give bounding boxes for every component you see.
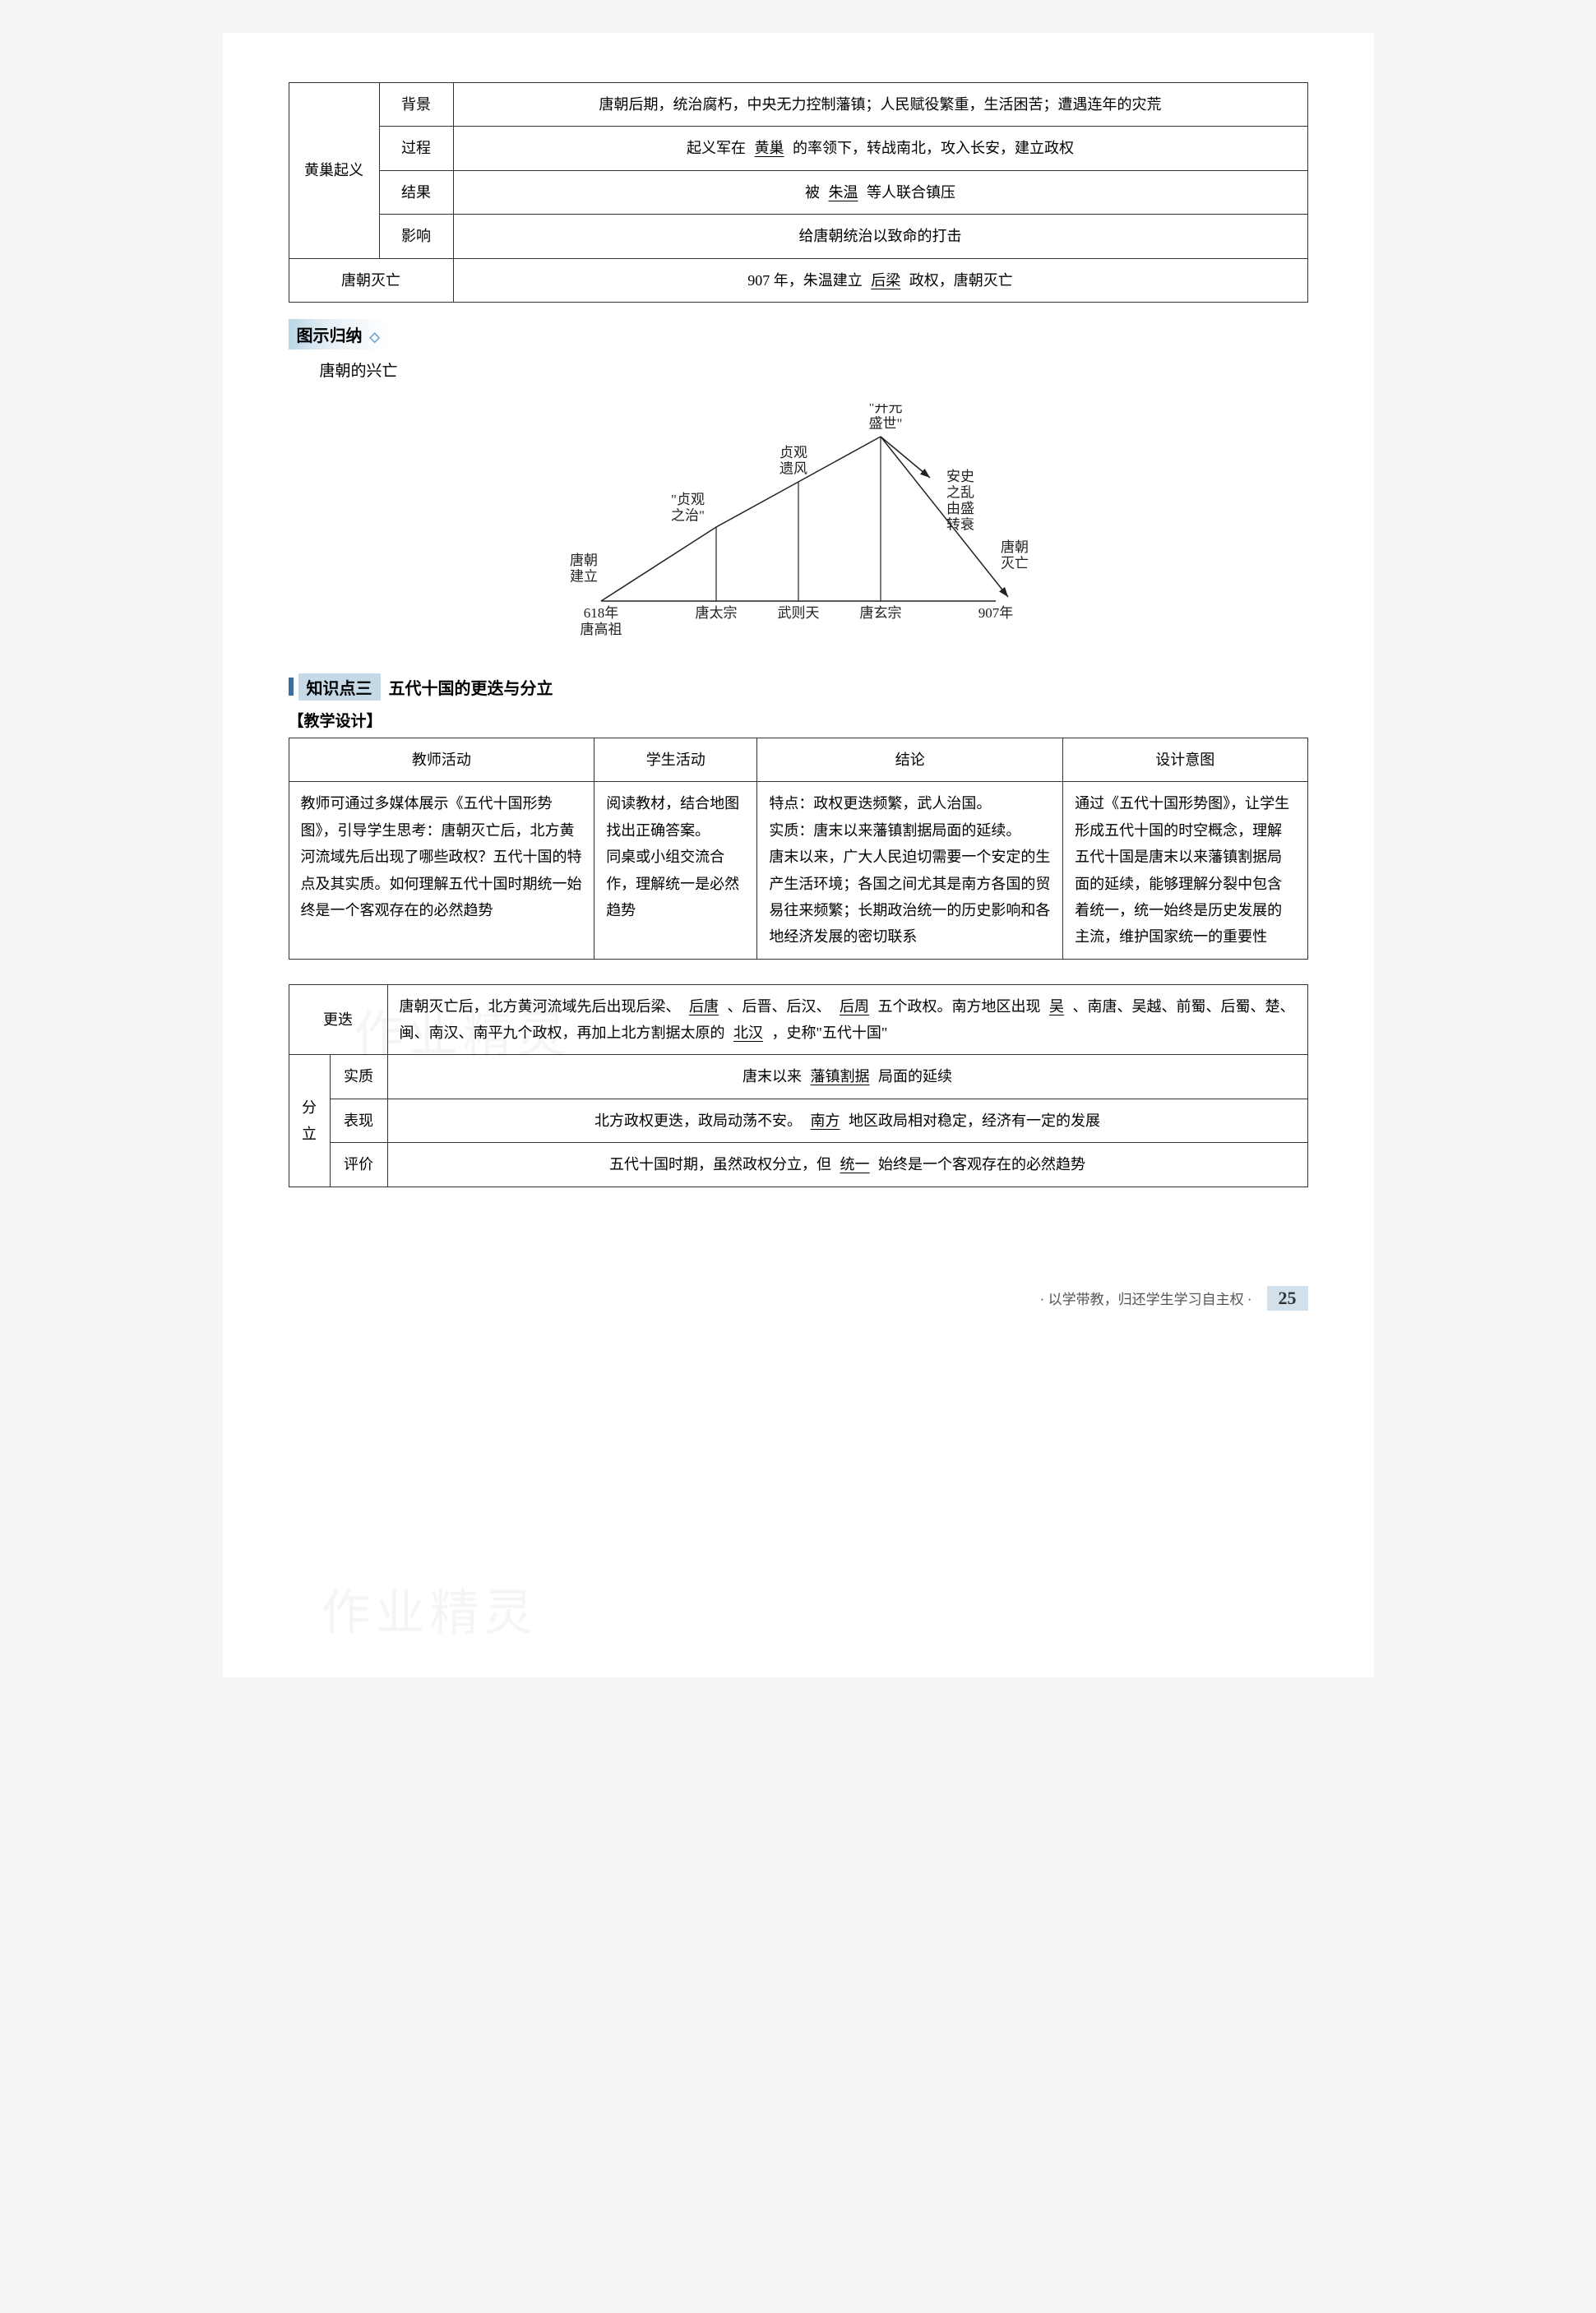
svg-text:907年: 907年 — [978, 605, 1013, 621]
cell-text: 唐末以来 藩镇割据 局面的延续 — [387, 1055, 1307, 1099]
fill-blank: 北汉 — [729, 1025, 768, 1041]
fill-blank: 后唐 — [684, 998, 724, 1015]
svg-text:618年: 618年 — [583, 605, 618, 621]
svg-text:安史之乱由盛转衰: 安史之乱由盛转衰 — [946, 469, 974, 533]
table-row: 分立 实质 唐末以来 藩镇割据 局面的延续 — [289, 1055, 1307, 1099]
cell-group-label: 黄巢起义 — [289, 83, 379, 259]
table-row: 教师可通过多媒体展示《五代十国形势图》，引导学生思考：唐朝灭亡后，北方黄河流域先… — [289, 782, 1307, 959]
text: 始终是一个客观存在的必然趋势 — [878, 1156, 1085, 1173]
cell-text: 通过《五代十国形势图》，让学生形成五代十国的时空概念，理解五代十国是唐末以来藩镇… — [1063, 782, 1307, 959]
section-header-graphic: 图示归纳 ◇ — [289, 319, 388, 349]
svg-text:唐玄宗: 唐玄宗 — [859, 604, 901, 621]
cell-label: 影响 — [379, 215, 453, 258]
cell-label: 背景 — [379, 83, 453, 127]
knowledge-title: 五代十国的更迭与分立 — [389, 675, 553, 699]
svg-text:唐朝灭亡: 唐朝灭亡 — [1001, 539, 1029, 571]
svg-text:贞观遗风: 贞观遗风 — [779, 445, 807, 477]
cell-text: 教师可通过多媒体展示《五代十国形势图》，引导学生思考：唐朝灭亡后，北方黄河流域先… — [289, 782, 594, 959]
text: 五个政权。南方地区出现 — [878, 998, 1041, 1015]
text: 局面的延续 — [878, 1068, 952, 1085]
svg-text:唐高祖: 唐高祖 — [580, 621, 622, 637]
text: 政权，唐朝灭亡 — [909, 272, 1013, 289]
text: 等人联合镇压 — [867, 184, 955, 201]
fill-blank: 藩镇割据 — [806, 1068, 875, 1085]
bar-icon — [289, 678, 294, 696]
page-number: 25 — [1267, 1286, 1308, 1311]
table-row: 唐朝灭亡 907 年，朱温建立 后梁 政权，唐朝灭亡 — [289, 258, 1307, 302]
tang-rise-fall-diagram: 唐朝建立 "贞观之治" 贞观遗风 "开元盛世" 唐朝灭亡安史之乱由盛转衰 618年唐高祖 唐… — [535, 404, 1062, 650]
text: 地区政局相对稳定，经济有一定的发展 — [849, 1113, 1100, 1129]
footer-text: · 以学带教，归还学生学习自主权 · — [1040, 1288, 1252, 1308]
svg-text:唐太宗: 唐太宗 — [695, 604, 737, 621]
text: 唐末以来 — [742, 1068, 802, 1085]
text: ，史称"五代十国" — [772, 1025, 888, 1041]
cell-text: 被 朱温 等人联合镇压 — [453, 170, 1307, 214]
text: 、后晋、后汉、 — [728, 998, 831, 1015]
cell-label: 结果 — [379, 170, 453, 214]
text: 唐朝后期，统治腐朽，中央无力控制藩镇；人民赋役繁重，生活困苦；遭遇连年的灾荒 — [599, 96, 1162, 113]
cell-text: 907 年，朱温建立 后梁 政权，唐朝灭亡 — [453, 258, 1307, 302]
page-container: 黄巢起义 背景 唐朝后期，统治腐朽，中央无力控制藩镇；人民赋役繁重，生活困苦；遭… — [223, 33, 1374, 1677]
table-row: 黄巢起义 背景 唐朝后期，统治腐朽，中央无力控制藩镇；人民赋役繁重，生活困苦；遭… — [289, 83, 1307, 127]
page-footer: · 以学带教，归还学生学习自主权 · 25 — [289, 1286, 1308, 1311]
graphic-caption: 唐朝的兴亡 — [289, 356, 1308, 387]
col-header: 结论 — [757, 738, 1063, 781]
fill-blank: 后梁 — [866, 272, 905, 289]
cell-text: 阅读教材，结合地图找出正确答案。 同桌或小组交流合作，理解统一是必然趋势 — [594, 782, 757, 959]
text: 起义军在 — [687, 140, 746, 156]
fill-blank: 黄巢 — [750, 140, 789, 156]
knowledge-label: 知识点三 — [298, 673, 381, 701]
col-header: 学生活动 — [594, 738, 757, 781]
cell-label: 表现 — [330, 1099, 387, 1142]
text: 907 年，朱温建立 — [747, 272, 863, 289]
col-header: 设计意图 — [1063, 738, 1307, 781]
cell-text: 唐朝灭亡后，北方黄河流域先后出现后梁、 后唐 、后晋、后汉、 后周 五个政权。南… — [387, 984, 1307, 1055]
table-row: 评价 五代十国时期，虽然政权分立，但 统一 始终是一个客观存在的必然趋势 — [289, 1143, 1307, 1187]
cell-group-label: 分立 — [289, 1055, 330, 1187]
svg-text:"贞观之治": "贞观之治" — [671, 492, 705, 524]
table-row: 结果 被 朱温 等人联合镇压 — [289, 170, 1307, 214]
table-teaching-design: 教师活动 学生活动 结论 设计意图 教师可通过多媒体展示《五代十国形势图》，引导… — [289, 738, 1308, 960]
cell-text: 给唐朝统治以致命的打击 — [453, 215, 1307, 258]
svg-text:"开元盛世": "开元盛世" — [868, 404, 902, 432]
diamond-icon: ◇ — [370, 331, 380, 345]
table-row: 更迭 唐朝灭亡后，北方黄河流域先后出现后梁、 后唐 、后晋、后汉、 后周 五个政… — [289, 984, 1307, 1055]
cell-label: 更迭 — [289, 984, 387, 1055]
fill-blank: 南方 — [806, 1113, 845, 1129]
fill-blank: 朱温 — [824, 184, 863, 201]
cell-text: 唐朝后期，统治腐朽，中央无力控制藩镇；人民赋役繁重，生活困苦；遭遇连年的灾荒 — [453, 83, 1307, 127]
table-row: 影响 给唐朝统治以致命的打击 — [289, 215, 1307, 258]
text: 给唐朝统治以致命的打击 — [799, 228, 962, 244]
svg-text:唐朝建立: 唐朝建立 — [570, 552, 598, 585]
text: 被 — [805, 184, 820, 201]
cell-label: 唐朝灭亡 — [289, 258, 453, 302]
table-row: 过程 起义军在 黄巢 的率领下，转战南北，攻入长安，建立政权 — [289, 127, 1307, 170]
text: 五代十国时期，虽然政权分立，但 — [609, 1156, 831, 1173]
cell-text: 五代十国时期，虽然政权分立，但 统一 始终是一个客观存在的必然趋势 — [387, 1143, 1307, 1187]
cell-text: 起义军在 黄巢 的率领下，转战南北，攻入长安，建立政权 — [453, 127, 1307, 170]
text: 的率领下，转战南北，攻入长安，建立政权 — [793, 140, 1074, 156]
text: 北方政权更迭，政局动荡不安。 — [594, 1113, 802, 1129]
table-row: 教师活动 学生活动 结论 设计意图 — [289, 738, 1307, 781]
section-header-knowledge: 知识点三 五代十国的更迭与分立 — [289, 673, 1308, 701]
table-huangchao: 黄巢起义 背景 唐朝后期，统治腐朽，中央无力控制藩镇；人民赋役繁重，生活困苦；遭… — [289, 82, 1308, 303]
fill-blank: 后周 — [835, 998, 874, 1015]
cell-text: 特点：政权更迭频繁，武人治国。 实质：唐末以来藩镇割据局面的延续。 唐末以来，广… — [757, 782, 1063, 959]
col-header: 教师活动 — [289, 738, 594, 781]
cell-text: 北方政权更迭，政局动荡不安。 南方 地区政局相对稳定，经济有一定的发展 — [387, 1099, 1307, 1142]
fill-blank: 统一 — [835, 1156, 875, 1173]
text: 唐朝灭亡后，北方黄河流域先后出现后梁、 — [400, 998, 681, 1015]
teaching-design-label: 【教学设计】 — [289, 709, 1308, 731]
fill-blank: 吴 — [1044, 998, 1069, 1015]
table-five-dynasties: 更迭 唐朝灭亡后，北方黄河流域先后出现后梁、 后唐 、后晋、后汉、 后周 五个政… — [289, 984, 1308, 1187]
watermark: 作业精灵 — [322, 1573, 539, 1645]
table-row: 表现 北方政权更迭，政局动荡不安。 南方 地区政局相对稳定，经济有一定的发展 — [289, 1099, 1307, 1142]
cell-label: 评价 — [330, 1143, 387, 1187]
cell-label: 过程 — [379, 127, 453, 170]
svg-text:武则天: 武则天 — [777, 605, 819, 621]
cell-label: 实质 — [330, 1055, 387, 1099]
section-title: 图示归纳 — [297, 327, 363, 345]
